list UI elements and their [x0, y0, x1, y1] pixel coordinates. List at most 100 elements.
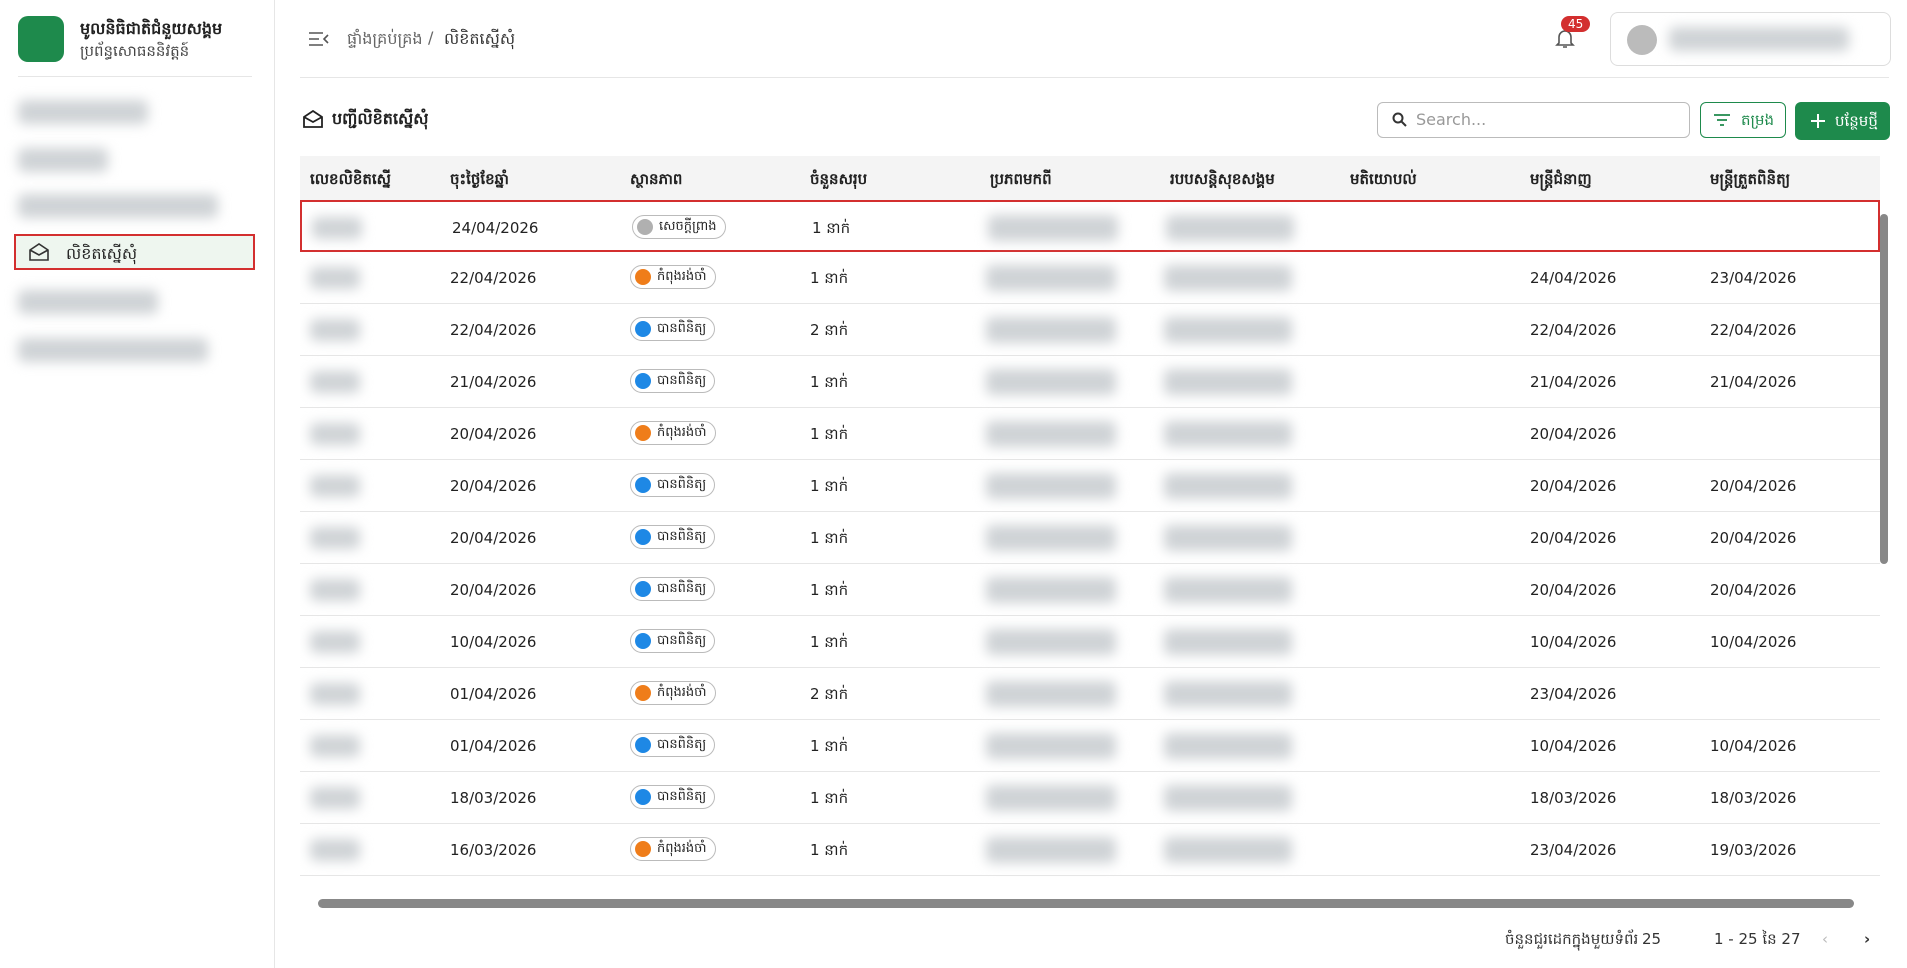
table-row[interactable]: 16/03/2026 កំពុងរង់ចាំ 1 នាក់ 23/04/2026 19/… [300, 824, 1880, 876]
table-row[interactable]: 01/04/2026 បានពិនិត្យ 1 នាក់ 10/04/2026 10/0… [300, 720, 1880, 772]
column-header: មន្ត្រីត្រួតពិនិត្យ [1710, 170, 1791, 188]
horizontal-scrollbar[interactable] [318, 899, 1854, 908]
date-cell: 22/04/2026 [450, 321, 537, 339]
column-header: ចុះថ្ងៃខែឆ្នាំ [450, 170, 509, 188]
table-row[interactable]: 24/04/2026 សេចក្តីព្រាង 1 នាក់ [300, 200, 1880, 252]
blurred-cell [986, 525, 1116, 551]
status-chip: បានពិនិត្យ [630, 785, 716, 809]
reviewer-date-cell: 20/04/2026 [1710, 581, 1797, 599]
add-button[interactable]: បន្ថែមថ្មី [1795, 102, 1890, 140]
prev-page[interactable]: ‹ [1822, 930, 1828, 948]
filter-button[interactable]: តម្រង [1700, 102, 1786, 138]
brand-subtitle: ប្រព័ន្ធសោធននិវត្តន៍ [80, 42, 190, 60]
blurred-cell [312, 217, 362, 239]
blurred-item[interactable] [18, 194, 218, 218]
column-header: ចំនួនសរុប [810, 170, 868, 188]
date-cell: 22/04/2026 [450, 269, 537, 287]
blurred-cell [986, 733, 1116, 759]
table-row[interactable]: 20/04/2026 កំពុងរង់ចាំ 1 នាក់ 20/04/2026 [300, 408, 1880, 460]
table-row[interactable]: 21/04/2026 បានពិនិត្យ 1 នាក់ 21/04/2026 21/0… [300, 356, 1880, 408]
status-chip: បានពិនិត្យ [630, 629, 716, 653]
blurred-item[interactable] [18, 100, 148, 124]
rows-per-page[interactable]: 25 [1642, 930, 1662, 948]
menu-icon[interactable] [309, 31, 329, 47]
nav-item-active[interactable]: លិខិតស្នើសុំ [14, 234, 255, 270]
total-cell: 1 នាក់ [810, 737, 849, 755]
total-cell: 1 នាក់ [810, 789, 849, 807]
blurred-cell [1164, 265, 1292, 291]
blurred-cell [1166, 215, 1294, 241]
table-row[interactable]: 01/04/2026 កំពុងរង់ចាំ 2 នាក់ 23/04/2026 [300, 668, 1880, 720]
reviewer-date-cell: 19/03/2026 [1710, 841, 1797, 859]
blurred-cell [986, 421, 1116, 447]
status-icon [635, 321, 651, 337]
column-header: ប្រភពមកពី [990, 170, 1052, 188]
officer-date-cell: 24/04/2026 [1530, 269, 1617, 287]
column-header: ស្ថានភាព [630, 170, 683, 188]
total-cell: 1 នាក់ [810, 581, 849, 599]
user-menu[interactable] [1610, 12, 1891, 66]
reviewer-date-cell: 10/04/2026 [1710, 633, 1797, 651]
breadcrumb[interactable]: ផ្ទាំងគ្រប់គ្រង [347, 29, 423, 48]
column-header: លេខលិខិតស្នើ [310, 170, 391, 188]
officer-date-cell: 21/04/2026 [1530, 373, 1617, 391]
blurred-cell [310, 839, 360, 861]
search-input[interactable]: Search... [1377, 102, 1690, 138]
blurred-cell [1164, 525, 1292, 551]
blurred-cell [310, 631, 360, 653]
status-chip: បានពិនិត្យ [630, 317, 716, 341]
table-row[interactable]: 22/04/2026 បានពិនិត្យ 2 នាក់ 22/04/2026 22/0… [300, 304, 1880, 356]
officer-date-cell: 20/04/2026 [1530, 477, 1617, 495]
officer-date-cell: 22/04/2026 [1530, 321, 1617, 339]
blurred-cell [1164, 733, 1292, 759]
blurred-item[interactable] [18, 290, 158, 314]
next-page[interactable]: › [1864, 930, 1871, 948]
status-chip: សេចក្តីព្រាង [632, 215, 726, 239]
total-cell: 1 នាក់ [810, 529, 849, 547]
blurred-item[interactable] [18, 338, 208, 362]
total-cell: 1 នាក់ [810, 477, 849, 495]
table-row[interactable]: 20/04/2026 បានពិនិត្យ 1 នាក់ 20/04/2026 20/0… [300, 512, 1880, 564]
blurred-cell [986, 317, 1116, 343]
mail-icon [29, 243, 49, 261]
officer-date-cell: 10/04/2026 [1530, 737, 1617, 755]
table-row[interactable]: 20/04/2026 បានពិនិត្យ 1 នាក់ 20/04/2026 20/0… [300, 564, 1880, 616]
blurred-cell [310, 423, 360, 445]
blurred-cell [310, 787, 360, 809]
divider [18, 76, 252, 77]
blurred-cell [310, 475, 360, 497]
blurred-cell [986, 837, 1116, 863]
vertical-scrollbar[interactable] [1880, 214, 1888, 564]
table-row[interactable]: 18/03/2026 បានពិនិត្យ 1 នាក់ 18/03/2026 18/0… [300, 772, 1880, 824]
plus-icon [1811, 114, 1825, 128]
status-icon [637, 219, 653, 235]
table-row[interactable]: 10/04/2026 បានពិនិត្យ 1 នាក់ 10/04/2026 10/0… [300, 616, 1880, 668]
status-chip: កំពុងរង់ចាំ [630, 421, 716, 445]
status-icon [635, 737, 651, 753]
blurred-cell [986, 681, 1116, 707]
status-icon [635, 581, 651, 597]
officer-date-cell: 20/04/2026 [1530, 581, 1617, 599]
date-cell: 16/03/2026 [450, 841, 537, 859]
blurred-cell [986, 629, 1116, 655]
status-chip: បានពិនិត្យ [630, 473, 716, 497]
blurred-cell [1164, 577, 1292, 603]
blurred-cell [1164, 681, 1292, 707]
status-chip: បានពិនិត្យ [630, 577, 716, 601]
date-cell: 01/04/2026 [450, 737, 537, 755]
date-cell: 24/04/2026 [452, 219, 539, 237]
status-chip: បានពិនិត្យ [630, 369, 716, 393]
blurred-item[interactable] [18, 148, 108, 172]
column-header: មតិយោបល់ [1350, 170, 1417, 188]
total-cell: 2 នាក់ [810, 685, 849, 703]
table-row[interactable]: 20/04/2026 បានពិនិត្យ 1 នាក់ 20/04/2026 20/0… [300, 460, 1880, 512]
blurred-cell [986, 369, 1116, 395]
blurred-cell [986, 577, 1116, 603]
table-row[interactable]: 22/04/2026 កំពុងរង់ចាំ 1 នាក់ 24/04/2026 23/… [300, 252, 1880, 304]
search-icon [1392, 112, 1407, 127]
total-cell: 1 នាក់ [810, 269, 849, 287]
officer-date-cell: 23/04/2026 [1530, 685, 1617, 703]
blurred-cell [986, 265, 1116, 291]
blurred-cell [1164, 421, 1292, 447]
